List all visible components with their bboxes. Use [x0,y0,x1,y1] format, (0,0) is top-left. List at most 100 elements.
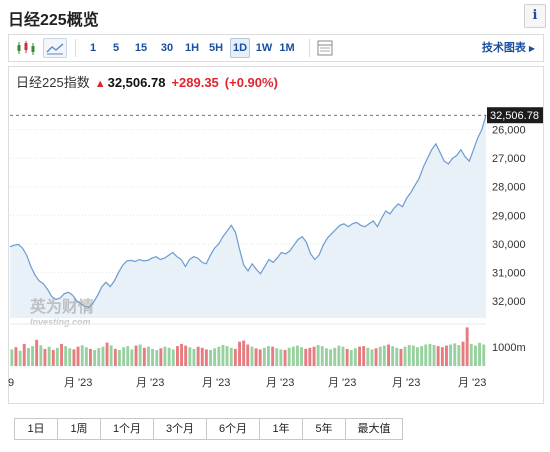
volume-bar [345,348,349,366]
volume-bar [147,346,150,366]
interval-button-5[interactable]: 5 [112,42,120,54]
volume-bar [43,348,47,366]
info-button[interactable]: i [524,4,546,28]
candlestick-icon[interactable] [15,38,37,58]
interval-button-15[interactable]: 15 [134,42,148,54]
volume-bar [142,347,146,366]
interval-button-1[interactable]: 1 [89,42,97,54]
price-area [10,115,486,318]
period-button-7[interactable]: 最大值 [357,423,391,435]
volume-bar [184,345,188,366]
volume-bar [287,347,291,366]
volume-bar [449,344,452,366]
price-line [9,115,487,308]
volume-bar [469,343,473,366]
volume-bar [254,348,258,366]
volume-bar [325,348,328,366]
price-change: +289.35 [171,75,219,90]
x-tick-label: 月 '23 [458,377,486,389]
volume-bar [320,346,324,366]
volume-bar [93,350,97,366]
y-tick-label: 26,000 [492,125,526,137]
volume-bar [72,349,76,366]
volume-bar [362,346,366,366]
interval-button-1m[interactable]: 1M [279,42,295,54]
volume-bar [64,346,68,366]
volume-bar [180,343,183,366]
up-arrow-icon: ▲ [94,78,106,90]
volume-bar [163,346,167,366]
volume-bar [291,346,295,366]
volume-bar [399,348,403,366]
volume-bar [192,348,196,366]
volume-bar [200,347,204,366]
period-button-2[interactable]: 1个月 [101,419,154,439]
volume-bar [440,347,444,366]
period-button-5[interactable]: 1年 [260,419,303,439]
last-price-marker [487,107,543,124]
volume-bar [378,346,382,366]
volume-bar [312,346,316,366]
volume-bar [453,343,457,366]
volume-bar [233,348,237,366]
volume-bar [482,344,486,366]
volume-bar [416,347,419,366]
watermark-logo-sub: Investing.com [30,317,91,327]
interval-button-5h[interactable]: 5H [208,42,224,54]
interval-button-1d[interactable]: 1D [230,38,250,58]
y-tick-label: 28,000 [492,182,526,194]
price-change-percent: (+0.90%) [224,75,278,90]
tech-chart-label: 技术图表 [481,42,526,54]
volume-bar [370,349,374,366]
toolbar-divider [309,39,310,57]
tech-chart-link[interactable]: 技术图表 ▶ [482,38,535,59]
x-tick-label: 月 '23 [392,377,420,389]
volume-bar [151,348,154,366]
interval-button-1h[interactable]: 1H [184,42,200,54]
page-title: 日经225概览 [8,12,99,29]
volume-bar [279,349,283,366]
period-button-0[interactable]: 1日 [15,419,58,439]
period-button-3[interactable]: 3个月 [154,419,207,439]
volume-bar [55,347,59,366]
volume-bar [407,345,411,366]
table-settings-icon[interactable] [315,38,335,58]
interval-button-30[interactable]: 30 [160,42,174,54]
period-button-6[interactable]: 5年 [303,419,346,439]
period-button-4[interactable]: 6个月 [207,419,260,439]
volume-bar [283,350,287,366]
last-price: 32,506.78 [107,75,166,90]
y-tick-label: 29,000 [492,210,526,222]
volume-bar [113,348,117,366]
volume-bar [465,327,469,366]
volume-bar [250,346,254,366]
volume-bar [122,347,126,366]
x-tick-label: 月 '23 [64,377,92,389]
interval-button-1w[interactable]: 1W [255,42,273,54]
volume-bar [246,344,250,366]
price-chart[interactable]: 32,000 31,000 30,000 29,000 28,000 27,000 26,0… [8,96,544,398]
volume-bar [138,344,142,366]
period-button-1[interactable]: 1周 [58,419,101,439]
volume-bar [304,348,308,366]
area-chart-icon[interactable] [43,38,67,58]
volume-bar [296,345,299,366]
volume-bar [105,342,109,366]
header: 日经225概览 i [0,0,550,32]
volume-bar [196,346,200,366]
volume-bar [242,340,246,366]
volume-bar [436,346,440,366]
volume-bar [176,346,179,366]
volume-bar [432,345,436,366]
volume-bar [374,348,378,366]
volume-bar [411,345,415,366]
x-tick-label: 9 [8,377,14,389]
volume-bar [316,345,320,366]
volume-bar [258,349,262,366]
y-tick-label: 27,000 [492,153,526,165]
toolbar-divider [75,39,76,57]
chart-toolbar: 1 5 15 30 1H 5H 1D 1W 1M 技术图表 ▶ [8,34,544,62]
volume-bar [109,345,113,366]
volume-bar [155,350,159,366]
x-tick-label: 月 '23 [328,377,356,389]
